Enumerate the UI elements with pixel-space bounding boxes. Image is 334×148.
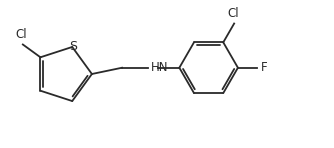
Text: HN: HN [151,61,169,74]
Text: Cl: Cl [227,7,239,20]
Text: F: F [261,61,267,74]
Text: Cl: Cl [15,28,27,41]
Text: S: S [69,40,77,53]
